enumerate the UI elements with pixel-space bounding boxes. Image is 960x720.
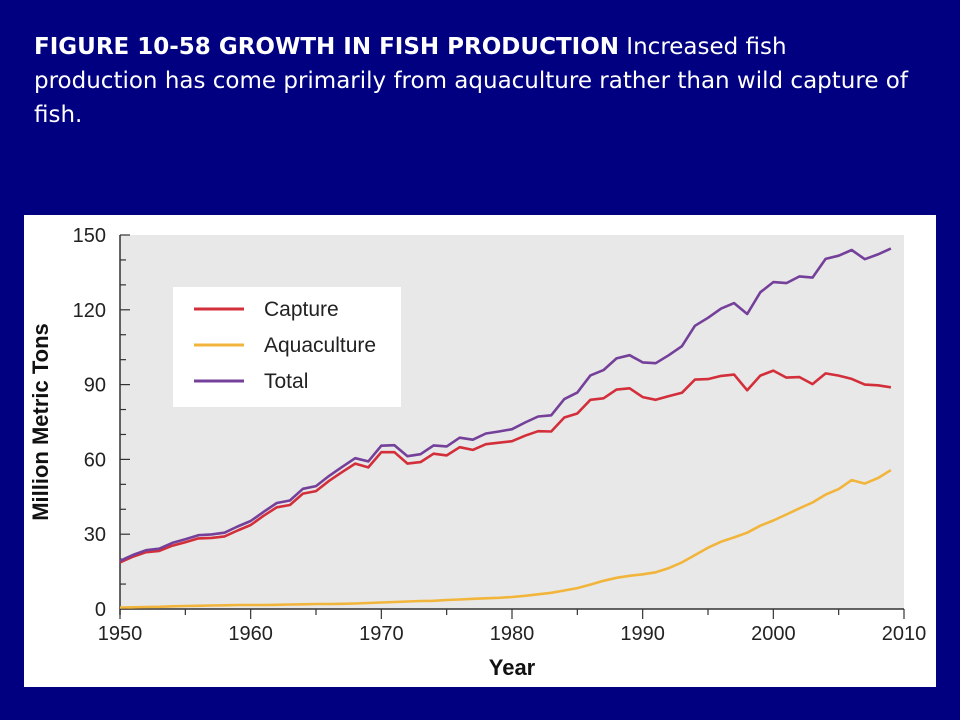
x-tick-label: 1960: [228, 623, 273, 645]
legend-label-capture: Capture: [264, 298, 339, 321]
y-axis-title: Million Metric Tons: [28, 323, 53, 521]
figure-panel: 0 30 60 90 120 150 1950 1960 1970 1980 1990 2000 201…: [24, 215, 936, 687]
x-tick-label: 1950: [98, 623, 143, 645]
x-tick-label: 2000: [751, 623, 796, 645]
y-tick-label: 0: [95, 599, 106, 621]
y-tick-label: 60: [84, 449, 106, 471]
figure-caption: FIGURE 10-58 GROWTH IN FISH PRODUCTION I…: [34, 30, 914, 132]
series-line-capture: [119, 369, 892, 564]
x-axis-title: Year: [489, 655, 536, 680]
x-tick-label: 1980: [490, 623, 535, 645]
legend-label-total: Total: [264, 370, 308, 393]
figure-caption-text: Increased fish production has come prima…: [34, 34, 908, 128]
x-tick-label: 1990: [620, 623, 665, 645]
legend-label-aquaculture: Aquaculture: [264, 334, 376, 357]
legend-box: [173, 287, 401, 407]
legend: Capture Aquaculture Total: [173, 287, 401, 407]
line-chart: 0 30 60 90 120 150 1950 1960 1970 1980 1990 2000 201…: [28, 225, 927, 680]
y-tick-label: 90: [84, 375, 106, 397]
y-tick-label: 30: [84, 524, 106, 546]
series-line-aquaculture: [119, 468, 892, 609]
figure-caption-title: FIGURE 10-58 GROWTH IN FISH PRODUCTION: [34, 34, 619, 60]
series-line-total: [119, 247, 892, 563]
y-tick-label: 120: [73, 300, 106, 322]
x-tick-label: 1970: [359, 623, 404, 645]
x-tick-label: 2010: [882, 623, 927, 645]
y-tick-label: 150: [73, 225, 106, 247]
